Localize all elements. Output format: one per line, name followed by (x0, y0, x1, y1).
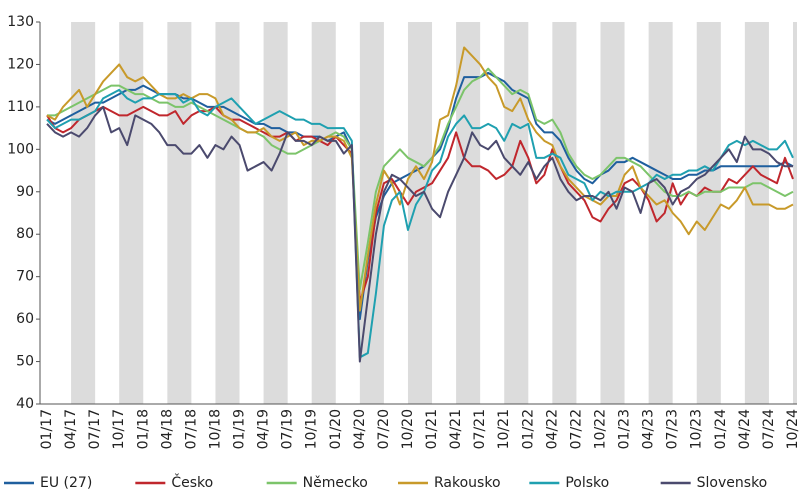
y-tick-label: 40 (16, 396, 34, 412)
stripe (311, 22, 336, 404)
stripe (215, 22, 240, 404)
y-tick-label: 100 (7, 141, 34, 157)
stripe (504, 22, 529, 404)
x-tick-label: 01/24 (713, 409, 729, 449)
y-tick-label: 110 (7, 99, 34, 115)
series-line (46, 105, 793, 363)
y-tick-label: 80 (16, 226, 34, 242)
x-tick-label: 07/20 (376, 409, 392, 449)
x-tick-label: 07/21 (472, 409, 488, 449)
x-tick-label: 04/22 (544, 409, 560, 449)
x-tick-label: 10/20 (400, 409, 416, 449)
stripe (119, 22, 144, 404)
x-tick-label: 01/21 (424, 409, 440, 449)
stripe (648, 22, 673, 404)
legend-label: Česko (171, 473, 213, 491)
stripe (600, 22, 625, 404)
legend-label: Polsko (565, 475, 609, 491)
stripe (744, 22, 769, 404)
stripe (407, 22, 433, 404)
x-tick-label: 04/18 (159, 409, 175, 449)
x-tick-label: 04/21 (448, 409, 464, 449)
x-tick-label: 07/23 (665, 409, 681, 449)
x-tick-label: 04/24 (737, 409, 753, 449)
x-tick-label: 10/21 (496, 409, 512, 449)
stripe (167, 22, 192, 404)
x-tick-label: 10/17 (111, 409, 127, 449)
x-tick-label: 10/24 (785, 409, 800, 449)
stripe (552, 22, 577, 404)
x-tick-label: 04/19 (256, 409, 272, 449)
x-tick-label: 07/24 (761, 409, 777, 449)
x-tick-label: 07/17 (87, 409, 103, 449)
series-line (46, 88, 794, 359)
x-tick-label: 01/22 (520, 409, 536, 449)
x-tick-label: 01/17 (39, 409, 55, 449)
stripe (263, 22, 288, 404)
x-tick-label: 04/23 (641, 409, 657, 449)
legend-label: Německo (303, 475, 368, 491)
x-tick-label: 10/19 (304, 409, 320, 449)
x-tick-label: 10/18 (207, 409, 223, 449)
stripe (71, 22, 96, 404)
x-tick-label: 07/18 (183, 409, 199, 449)
x-tick-label: 01/18 (135, 409, 151, 449)
legend-label: Slovensko (697, 475, 768, 491)
y-tick-label: 120 (7, 56, 34, 72)
x-tick-label: 07/19 (280, 409, 296, 449)
x-tick-label: 04/20 (352, 409, 368, 449)
stripe (696, 22, 721, 404)
legend-label: EU (27) (40, 475, 92, 491)
x-tick-label: 07/22 (568, 409, 584, 449)
legend-label: Rakousko (434, 475, 501, 491)
x-tick-label: 10/22 (592, 409, 608, 449)
stripe (793, 22, 797, 404)
y-tick-label: 90 (16, 184, 34, 200)
y-tick-label: 130 (7, 14, 34, 30)
x-tick-label: 01/23 (617, 409, 633, 449)
y-tick-label: 70 (16, 269, 34, 285)
series-line (46, 46, 794, 312)
x-tick-label: 10/23 (689, 409, 705, 449)
y-tick-label: 50 (16, 354, 34, 370)
x-tick-label: 04/17 (63, 409, 79, 449)
x-tick-label: 01/19 (232, 409, 248, 449)
x-tick-label: 01/20 (328, 409, 344, 449)
y-tick-label: 60 (16, 311, 34, 327)
